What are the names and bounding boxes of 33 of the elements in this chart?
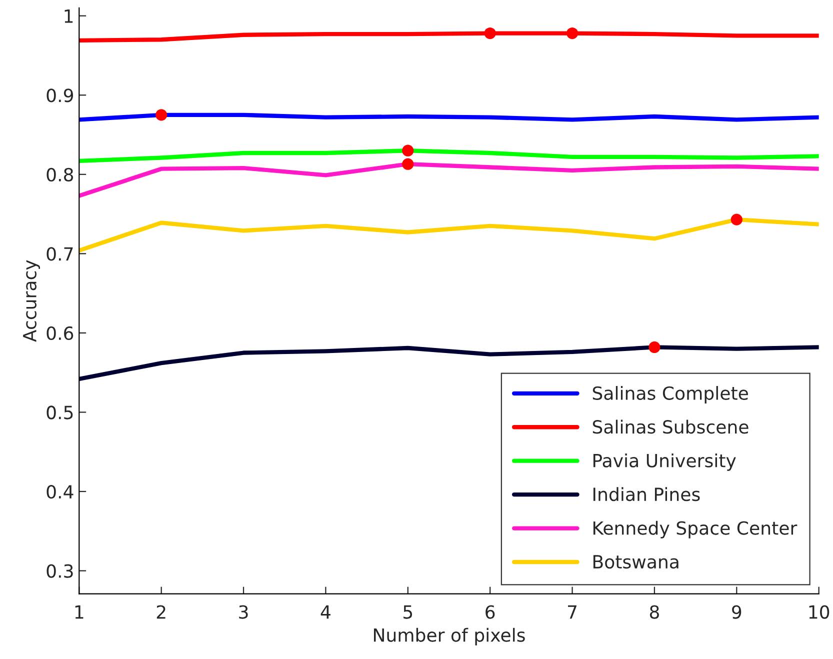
- y-tick-label: 0.8: [46, 168, 74, 182]
- x-tick-label: 6: [486, 605, 495, 619]
- point: [484, 27, 496, 40]
- point: [730, 214, 742, 226]
- x-tick-label: 2: [156, 605, 166, 619]
- point: [402, 144, 414, 156]
- x-tick-label: 3: [239, 605, 248, 619]
- y-tick-label: 0.3: [46, 564, 73, 578]
- point: [648, 341, 660, 354]
- y-tick-label: 0.4: [46, 484, 74, 499]
- point: [156, 109, 168, 121]
- y-tick-label: 0.7: [46, 247, 73, 261]
- y-tick-label: 0.9: [46, 88, 74, 102]
- legend-label: Indian Pines: [593, 487, 700, 502]
- legend-label: Pavia University: [593, 453, 736, 471]
- y-axis-title: Accuracy: [23, 260, 40, 342]
- x-tick-label: 9: [732, 605, 742, 619]
- x-tick-label: 10: [809, 605, 830, 619]
- legend-label: Kennedy Space Center: [593, 520, 798, 538]
- y-tick-label: 0.5: [46, 406, 73, 420]
- x-tick-label: 1: [75, 605, 84, 619]
- y-tick-label: 0.6: [46, 326, 74, 340]
- x-tick-label: 4: [320, 605, 330, 619]
- point: [566, 27, 578, 40]
- legend-label: Salinas Complete: [592, 386, 748, 404]
- x-tick-label: 5: [404, 605, 412, 619]
- legend-label: Salinas Subscene: [592, 420, 748, 434]
- x-tick-label: 8: [650, 605, 659, 619]
- y-tick-label: 1: [64, 10, 73, 23]
- legend-label: Botswana: [593, 555, 678, 569]
- x-tick-label: 7: [568, 605, 576, 619]
- x-axis-title: Number of pixels: [374, 628, 525, 646]
- point: [402, 158, 414, 170]
